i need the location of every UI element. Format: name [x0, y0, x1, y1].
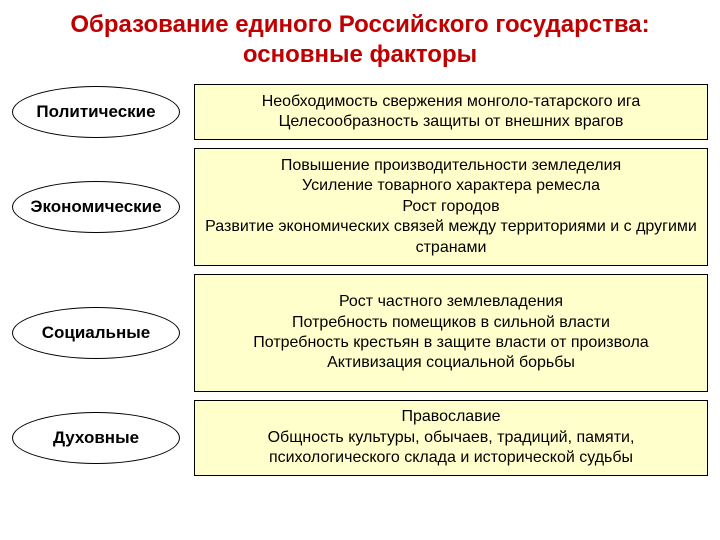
description-box-political: Необходимость свержения монголо-татарско…: [194, 84, 708, 140]
description-box-social: Рост частного землевладения Потребность …: [194, 274, 708, 392]
diagram-rows: Политические Необходимость свержения мон…: [0, 84, 720, 476]
category-ellipse-social: Социальные: [12, 307, 180, 359]
factor-row: Экономические Повышение производительнос…: [12, 148, 708, 266]
diagram-title: Образование единого Российского государс…: [0, 0, 720, 84]
factor-row: Политические Необходимость свержения мон…: [12, 84, 708, 140]
category-ellipse-spiritual: Духовные: [12, 412, 180, 464]
factor-row: Духовные Православие Общность культуры, …: [12, 400, 708, 476]
category-ellipse-political: Политические: [12, 86, 180, 138]
category-ellipse-economic: Экономические: [12, 181, 180, 233]
description-box-economic: Повышение производительности земледелия …: [194, 148, 708, 266]
factor-row: Социальные Рост частного землевладения П…: [12, 274, 708, 392]
description-box-spiritual: Православие Общность культуры, обычаев, …: [194, 400, 708, 476]
